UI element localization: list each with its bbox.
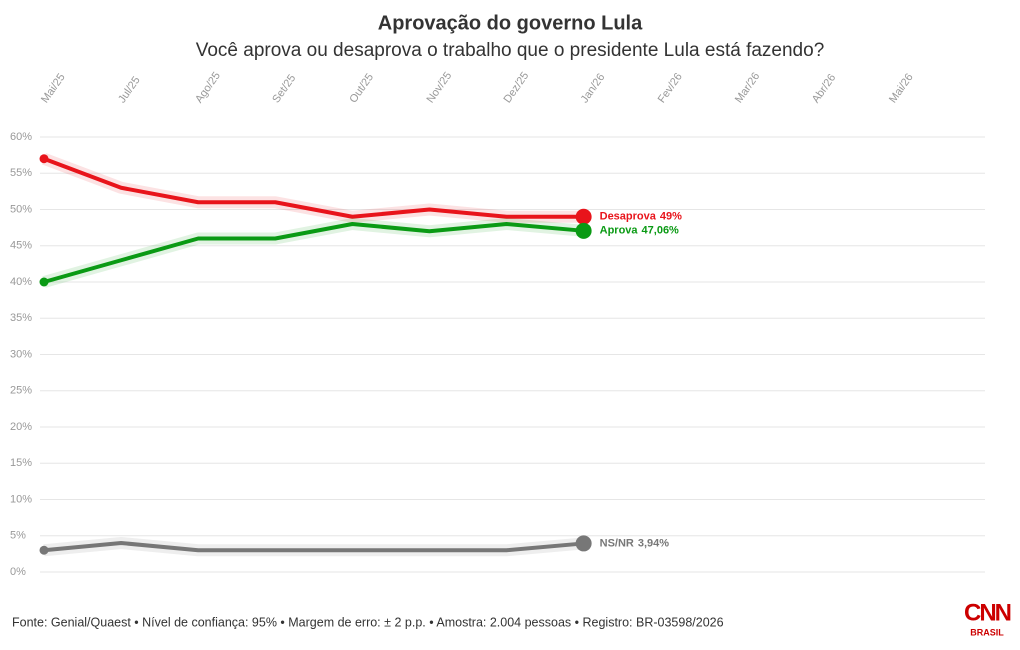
x-tick-label: Mai/26 [887,71,916,105]
x-tick-label: Dez/25 [502,70,532,105]
x-tick-label: Mar/26 [733,70,762,105]
y-tick-label: 40% [10,276,32,288]
chart-subtitle: Você aprova ou desaprova o trabalho que … [196,40,825,61]
series-line [43,156,584,219]
x-tick-label: Set/25 [270,72,298,105]
value-label: 49% [660,211,682,223]
y-tick-label: 25% [10,385,32,397]
y-tick-label: 50% [10,203,32,215]
x-tick-label: Nov/25 [424,70,454,105]
y-tick-label: 20% [10,421,32,433]
x-tick-label: Jan/26 [579,71,608,105]
y-tick-label: 10% [10,493,32,505]
x-tick-label: Abr/26 [810,72,838,105]
value-label: 47,06% [642,225,680,237]
y-tick-label: 0% [10,566,26,578]
start-marker [39,277,49,287]
series-line [43,541,584,553]
series-line [43,222,584,284]
logo-sub: BRASIL [970,627,1004,637]
start-marker [39,154,49,164]
y-tick-label: 15% [10,457,32,469]
y-tick-label: 35% [10,312,32,324]
x-tick-label: Ago/25 [193,70,223,105]
y-tick-label: 30% [10,348,32,360]
y-tick-label: 55% [10,167,32,179]
value-label: 3,94% [638,537,669,549]
logo: CNN [964,599,1011,626]
end-marker [575,208,592,225]
y-tick-label: 60% [10,131,32,143]
series-label: Aprova [600,225,639,237]
series-label: Desaprova [600,211,657,223]
end-marker [575,535,592,552]
y-tick-label: 5% [10,530,26,542]
x-tick-label: Jul/25 [116,74,143,105]
chart-title: Aprovação do governo Lula [378,12,643,34]
x-tick-label: Fev/26 [656,71,685,105]
source-note: Fonte: Genial/Quaest • Nível de confianç… [12,615,724,629]
x-tick-label: Out/25 [347,71,376,105]
end-marker [575,222,592,239]
series-label: NS/NR [600,537,634,549]
start-marker [39,545,49,555]
y-tick-label: 45% [10,240,32,252]
x-tick-label: Mai/25 [39,71,68,105]
